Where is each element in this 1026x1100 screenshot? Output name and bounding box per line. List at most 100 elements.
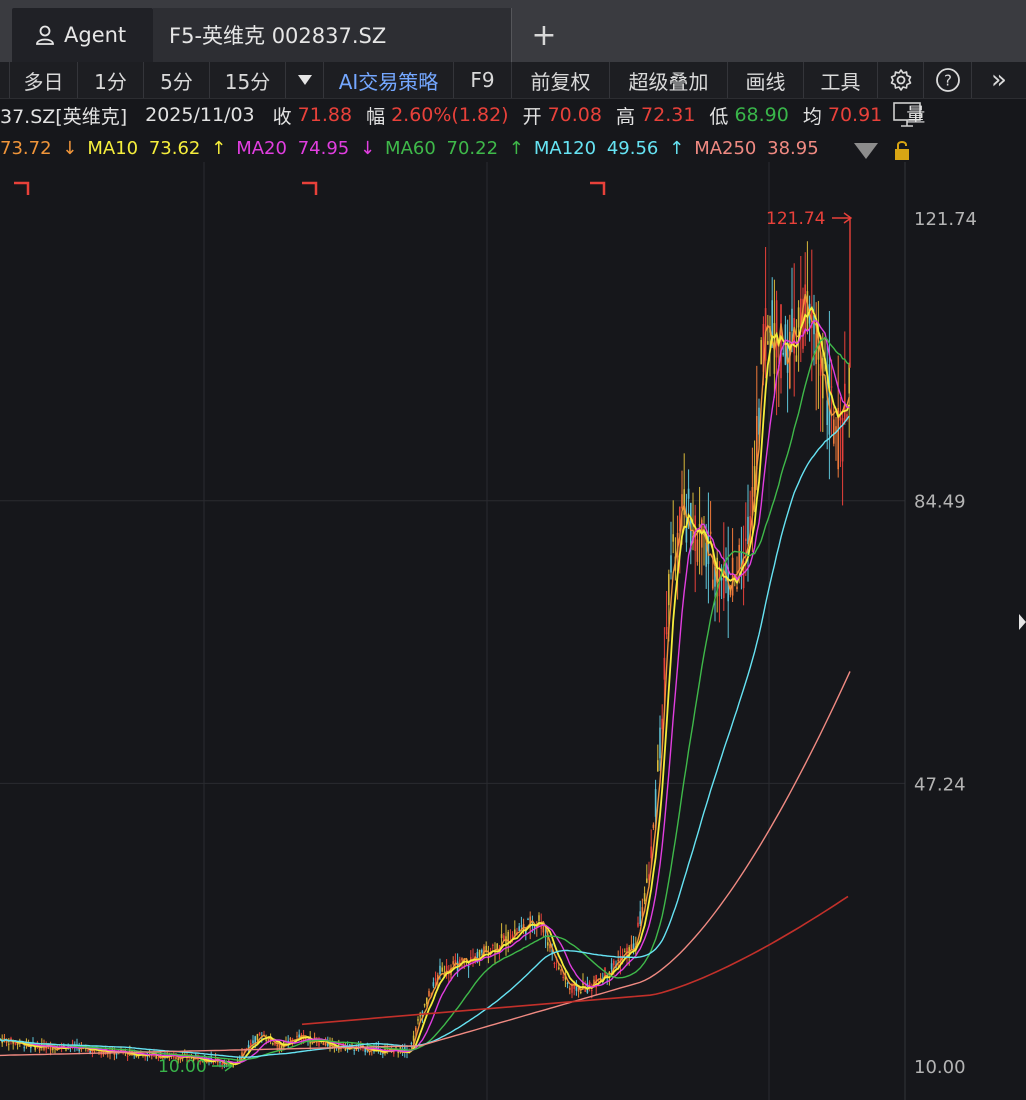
- candle-body: [679, 506, 681, 532]
- candle-body: [520, 925, 523, 927]
- candle-body: [445, 965, 448, 974]
- candle-body: [740, 551, 743, 569]
- candle-body: [461, 958, 463, 961]
- candle-body: [641, 907, 644, 917]
- period-marker: [302, 181, 318, 195]
- candle-body: [538, 915, 540, 921]
- min-marker-arrowhead: [224, 1060, 234, 1072]
- add-tab-button[interactable]: +: [512, 8, 576, 62]
- svg-text:?: ?: [944, 72, 952, 90]
- candle-body: [478, 949, 481, 957]
- candlesticks: [0, 241, 850, 1070]
- help-button[interactable]: ?: [924, 62, 972, 98]
- ma120-legend: MA120 49.56 ↑: [534, 138, 689, 159]
- lock-icon[interactable]: [895, 141, 909, 160]
- candle-body: [505, 936, 507, 946]
- candle-body: [690, 502, 692, 550]
- candle-body: [428, 991, 430, 997]
- candle-body: [654, 789, 657, 817]
- candle-body: [580, 991, 582, 993]
- period-1min-button[interactable]: 1分: [78, 62, 144, 98]
- candle-body: [448, 973, 450, 975]
- period-dropdown-button[interactable]: [286, 62, 324, 98]
- kline-chart[interactable]: 121.74 84.49 47.24 10.00 121.74 10.00: [0, 162, 1026, 1100]
- candle-body: [661, 718, 663, 730]
- quote-date: 2025/11/03: [145, 104, 255, 126]
- candle-body: [382, 1053, 384, 1055]
- candle-body: [412, 1035, 415, 1041]
- candle-body: [687, 488, 690, 499]
- super-overlay-button[interactable]: 超级叠加: [610, 62, 728, 98]
- tools-button[interactable]: 工具: [804, 62, 878, 98]
- candle-body: [485, 945, 487, 953]
- tab-agent[interactable]: Agent: [12, 8, 153, 62]
- candle-body: [696, 539, 699, 562]
- high-value: 72.31: [641, 104, 696, 126]
- candle-body: [591, 990, 593, 992]
- candle-body: [751, 487, 754, 516]
- ma20-arrow: ↓: [359, 137, 376, 159]
- candle-body: [738, 544, 740, 571]
- candle-body: [780, 304, 782, 379]
- ma20-value: 74.95: [297, 137, 350, 159]
- candle-body: [377, 1046, 380, 1051]
- candle-body: [423, 1004, 426, 1006]
- candle-body: [192, 1058, 195, 1061]
- ma60-value: 70.22: [446, 137, 499, 159]
- more-button[interactable]: »: [991, 65, 1007, 95]
- candle-body: [828, 364, 831, 435]
- period-5min-button[interactable]: 5分: [144, 62, 210, 98]
- candle-body: [173, 1054, 175, 1059]
- candle-body: [705, 542, 707, 567]
- period-15min-button[interactable]: 15分: [210, 62, 286, 98]
- tab-stock[interactable]: F5-英维克 002837.SZ: [153, 8, 512, 62]
- candle-body: [232, 1065, 234, 1067]
- high-label: 高: [616, 105, 636, 128]
- scroll-right-icon: [1019, 614, 1026, 630]
- candle-body: [239, 1058, 241, 1060]
- candle-body: [492, 944, 494, 946]
- ma10-line: [0, 305, 851, 1066]
- candle-body: [663, 657, 666, 680]
- volume-label: 量: [906, 104, 926, 126]
- volume-toggle[interactable]: 量: [892, 100, 932, 130]
- candle-body: [507, 931, 509, 943]
- candle-body: [126, 1055, 129, 1057]
- tab-bar: Agent F5-英维克 002837.SZ +: [0, 0, 1026, 62]
- candle-body: [747, 516, 749, 545]
- forward-adjust-button[interactable]: 前复权: [512, 62, 610, 98]
- period-multi-day-button[interactable]: 多日: [10, 62, 78, 98]
- toolbar-edge: [0, 62, 10, 98]
- candle-body: [533, 925, 536, 930]
- tab-stock-label: F5-英维克 002837.SZ: [169, 24, 387, 48]
- legend-collapse-icon[interactable]: [854, 143, 878, 159]
- candle-body: [806, 291, 809, 331]
- candle-body: [364, 1047, 366, 1053]
- candle-body: [247, 1044, 250, 1049]
- settings-button[interactable]: [878, 62, 924, 98]
- low-label: 低: [709, 105, 729, 128]
- draw-line-button[interactable]: 画线: [728, 62, 804, 98]
- candle-body: [245, 1048, 248, 1050]
- long-term-ma-line: [301, 895, 849, 1026]
- candle-body: [707, 534, 710, 565]
- candle-body: [716, 557, 718, 582]
- candle-body: [830, 386, 833, 388]
- candle-body: [756, 415, 758, 470]
- candle-body: [703, 533, 705, 536]
- candle-body: [52, 1046, 54, 1051]
- ma20-line: [0, 320, 850, 1064]
- avg-label: 均: [802, 105, 822, 128]
- quote-symbol: 37.SZ[英维克]: [0, 105, 128, 128]
- candle-body: [648, 874, 650, 881]
- ai-strategy-button[interactable]: AI交易策略: [324, 62, 454, 98]
- candle-body: [639, 911, 641, 925]
- candle-body: [575, 983, 578, 991]
- candle-body: [254, 1036, 256, 1045]
- candle-body: [800, 298, 802, 333]
- f9-button[interactable]: F9: [454, 62, 512, 98]
- candle-body: [500, 934, 503, 939]
- change-label: 幅: [366, 105, 386, 128]
- candle-body: [327, 1042, 329, 1046]
- help-icon: ?: [935, 68, 960, 92]
